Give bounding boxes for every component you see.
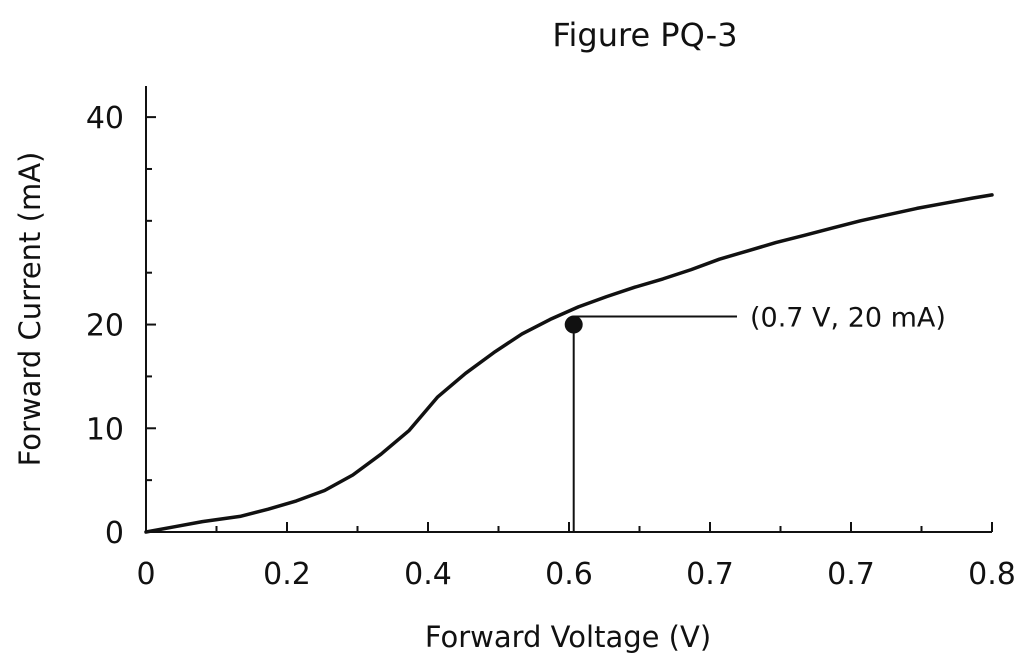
y-axis-title: Forward Current (mA) (13, 152, 47, 467)
x-tick-label: 0.7 (686, 557, 734, 592)
data-point-marker (565, 316, 583, 334)
x-tick-label: 0.7 (827, 557, 875, 592)
x-axis-title: Forward Voltage (V) (425, 620, 711, 654)
series-line (146, 195, 992, 532)
series-layer (146, 195, 992, 532)
y-tick-label: 0 (105, 516, 124, 551)
x-tick-label: 0.6 (545, 557, 593, 592)
x-tick-label: 0.4 (404, 557, 452, 592)
annotation-label: (0.7 V, 20 mA) (750, 303, 946, 334)
x-tick-label: 0.8 (968, 557, 1016, 592)
chart-title: Figure PQ-3 (552, 16, 737, 54)
x-tick-label: 0.2 (263, 557, 311, 592)
y-tick-label: 10 (86, 412, 124, 447)
y-tick-label: 40 (86, 101, 124, 136)
x-tick-label: 0 (136, 557, 155, 592)
y-tick-label: 20 (86, 309, 124, 344)
annotations: (0.7 V, 20 mA) (565, 303, 946, 532)
